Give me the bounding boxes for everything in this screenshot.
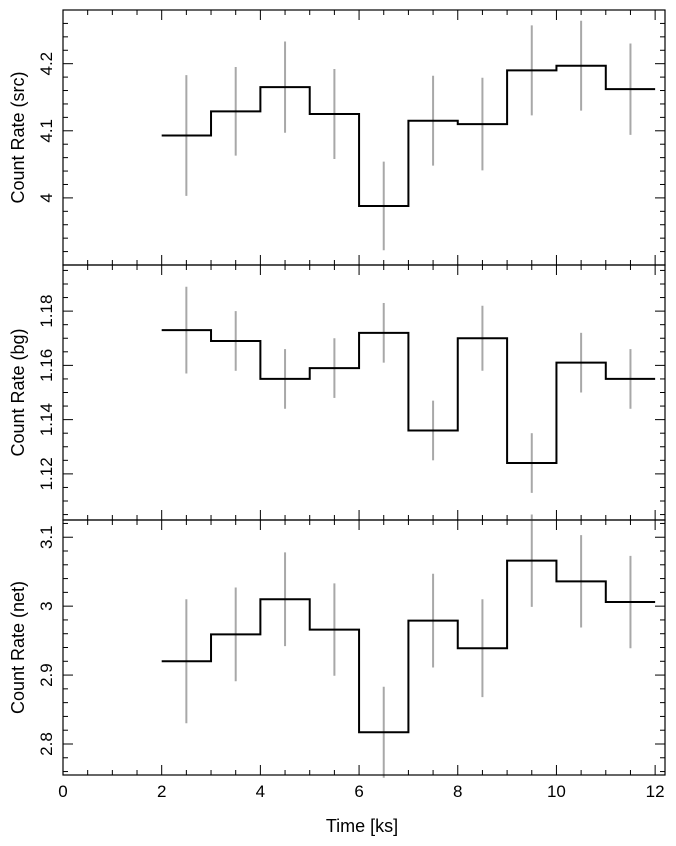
plot-frame — [62, 519, 666, 776]
y-tick-label: 4.1 — [37, 119, 56, 143]
y-tick-label: 2.8 — [37, 732, 56, 756]
y-tick-label: 1.14 — [37, 403, 56, 436]
x-tick-label: 10 — [547, 782, 566, 801]
plot-frame — [62, 264, 666, 521]
y-tick-label: 3.1 — [37, 525, 56, 549]
x-tick-label: 12 — [646, 782, 665, 801]
y-axis-label: Count Rate (bg) — [8, 328, 28, 456]
x-tick-label: 0 — [58, 782, 67, 801]
y-axis-label: Count Rate (net) — [8, 581, 28, 714]
y-axis-label: Count Rate (src) — [8, 71, 28, 203]
y-tick-label: 2.9 — [37, 663, 56, 687]
count-rate-step-line — [161, 329, 656, 465]
y-tick-label: 1.16 — [37, 349, 56, 382]
y-tick-label: 4.2 — [37, 52, 56, 76]
x-tick-label: 6 — [354, 782, 363, 801]
plot-frame — [62, 9, 666, 266]
y-tick-label: 1.18 — [37, 295, 56, 328]
y-tick-label: 3 — [37, 601, 56, 610]
panel-2: 1.12 1.14 1.16 1.18 Count Rate (bg) — [8, 264, 666, 521]
x-tick-label: 4 — [256, 782, 265, 801]
y-tick-label: 1.12 — [37, 457, 56, 490]
panel-1: 4 4.1 4.2 Count Rate (src) — [8, 9, 666, 266]
count-rate-step-line — [161, 559, 656, 734]
y-tick-label: 4 — [37, 193, 56, 202]
count-rate-step-line — [161, 64, 656, 207]
x-tick-label: 2 — [157, 782, 166, 801]
x-tick-label: 8 — [453, 782, 462, 801]
panel-3: 2.8 2.9 3 3.1 Count Rate (net) 0 2 4 6 8 10 12 Time … — [8, 514, 666, 836]
x-axis-label: Time [ks] — [326, 816, 398, 836]
